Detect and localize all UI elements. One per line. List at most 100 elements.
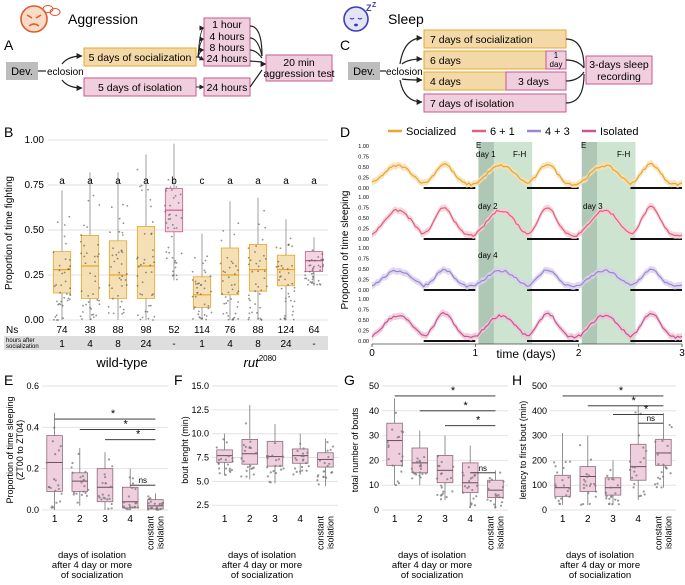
- point: [231, 460, 234, 463]
- xlabel-line: after 4 day or more: [222, 560, 302, 571]
- dev-label-a: Dev.: [11, 66, 33, 78]
- xtick-isolation: isolation: [663, 516, 673, 549]
- point: [643, 493, 646, 496]
- b-point: [278, 279, 280, 281]
- b-point: [168, 251, 171, 254]
- point: [100, 498, 103, 501]
- point: [293, 467, 297, 470]
- b-point: [53, 318, 55, 321]
- point: [97, 494, 100, 498]
- d-ytick: 0.25: [358, 227, 369, 233]
- xtick: 1: [392, 514, 398, 525]
- point: [59, 445, 62, 448]
- b-hours-header: [4, 336, 328, 350]
- point: [670, 426, 673, 429]
- dev-box-a: [6, 62, 38, 80]
- b-n-count: 114: [194, 325, 210, 336]
- b-point: [311, 281, 314, 283]
- aggression-title: Aggression: [68, 11, 138, 27]
- b-point: [292, 318, 295, 321]
- sig-label: *: [463, 400, 468, 412]
- b-point: [112, 297, 114, 300]
- b-point: [227, 318, 230, 321]
- b-point: [257, 285, 260, 288]
- point: [217, 462, 220, 465]
- point: [416, 460, 419, 464]
- b-point: [136, 275, 139, 277]
- b-point: [321, 253, 324, 255]
- b-point: [209, 275, 212, 278]
- b-point: [249, 299, 251, 302]
- point: [217, 458, 221, 462]
- b-point: [122, 203, 124, 206]
- point: [410, 467, 413, 470]
- b-point: [249, 306, 252, 309]
- point: [80, 481, 83, 484]
- point: [660, 471, 663, 474]
- b-point: [191, 270, 194, 273]
- eclosion-label-a: eclosion: [47, 67, 84, 78]
- b-point: [56, 221, 59, 223]
- point: [245, 469, 248, 472]
- b-point: [136, 257, 138, 260]
- b-point: [147, 317, 150, 320]
- point: [307, 464, 310, 468]
- b-point: [118, 271, 121, 274]
- b-point: [247, 263, 250, 266]
- d-ytick: 1.00: [358, 195, 369, 201]
- sig-label: *: [111, 408, 116, 420]
- b-point: [254, 303, 257, 305]
- ytick: 15.0: [191, 381, 209, 391]
- point: [49, 486, 52, 490]
- b-point: [199, 293, 202, 296]
- b-point: [98, 253, 100, 255]
- point: [473, 474, 476, 477]
- b-point: [173, 227, 176, 230]
- b-point: [59, 291, 62, 294]
- b-point: [167, 178, 170, 181]
- b-point: [233, 283, 236, 286]
- b-point: [92, 293, 95, 296]
- point: [294, 457, 297, 460]
- point: [608, 502, 611, 505]
- time-8h: 8 hours: [209, 42, 244, 54]
- b-point: [237, 269, 239, 272]
- b-point: [112, 247, 114, 250]
- point: [628, 468, 632, 471]
- test-label: aggression test: [263, 68, 334, 80]
- d-ytick: 1.00: [358, 246, 369, 252]
- b-point: [152, 293, 154, 296]
- point: [470, 503, 473, 506]
- b-point: [282, 267, 284, 269]
- sleep-row-3-iso: 3 days: [518, 76, 549, 88]
- b-point: [254, 290, 257, 292]
- point: [60, 492, 63, 495]
- point: [502, 480, 505, 483]
- sleep-row-2-iso: 1: [554, 51, 559, 60]
- point: [419, 471, 422, 474]
- point: [662, 463, 665, 466]
- point: [657, 476, 660, 479]
- b-point: [228, 266, 231, 269]
- eclosion-label-c: eclosion: [386, 67, 423, 78]
- b-point: [319, 269, 322, 272]
- point: [318, 459, 322, 462]
- b-point: [117, 294, 119, 297]
- b-n-counts: 74 38 88 98 52 114 76 88 124 64: [56, 325, 320, 336]
- ylabel: letancy to first bout (min): [518, 401, 528, 500]
- ytick: 40: [369, 406, 379, 416]
- b-point: [196, 291, 199, 294]
- b-point: [235, 265, 237, 267]
- point: [54, 479, 57, 482]
- b-box: [136, 225, 156, 299]
- point: [225, 441, 228, 444]
- point: [104, 482, 108, 485]
- b-point: [83, 255, 86, 258]
- d-xtick: 0: [369, 348, 375, 359]
- b-point: [172, 196, 175, 199]
- svg-text:Z: Z: [372, 2, 377, 9]
- d-annot-day2: day 2: [478, 202, 498, 211]
- b-point: [87, 301, 90, 303]
- b-point: [226, 256, 229, 259]
- point: [581, 502, 585, 506]
